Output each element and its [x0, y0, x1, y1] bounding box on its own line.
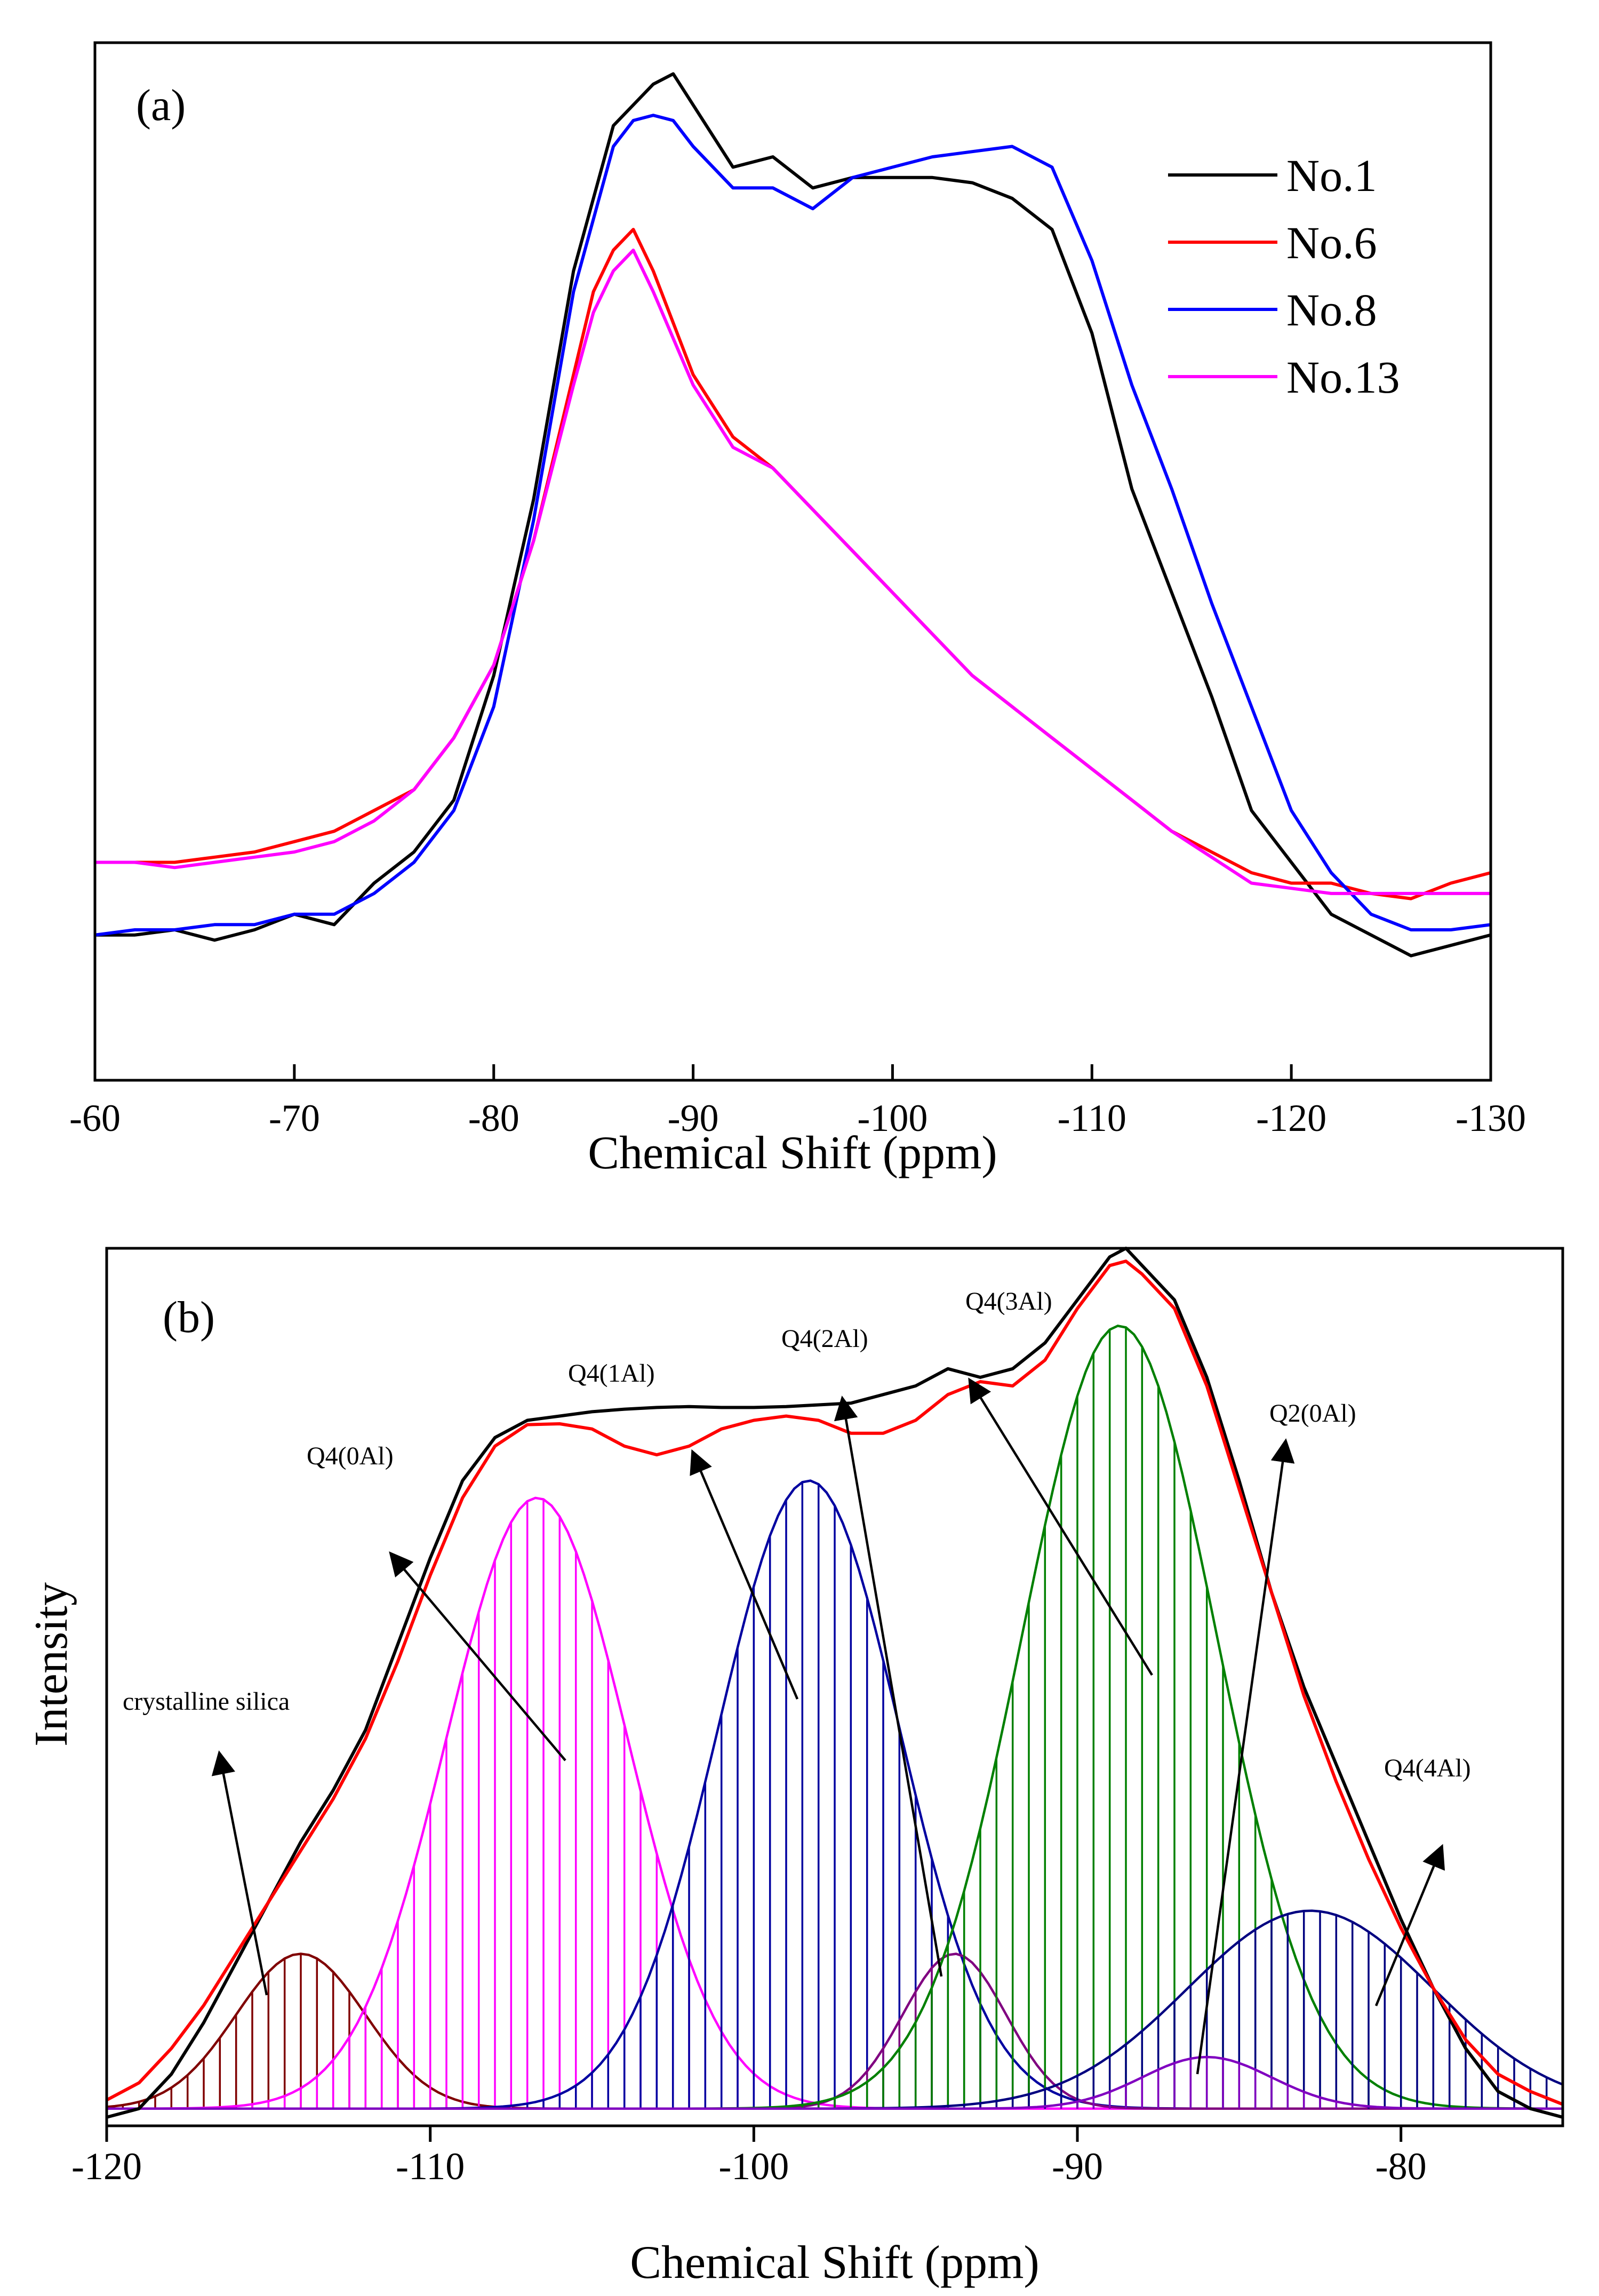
- annotation-arrow-q4-0al: [389, 1551, 566, 1761]
- annotation-arrow-q2-0al: [1196, 1438, 1295, 2075]
- annotation-label-q2-0al: Q2(0Al): [1269, 1399, 1356, 1428]
- legend-label-no-13: No.13: [1286, 352, 1400, 403]
- legend-label-no-6: No.6: [1286, 217, 1377, 268]
- legend-label-no-1: No.1: [1286, 150, 1377, 201]
- x-tick-label: -100: [718, 2145, 789, 2188]
- annotation-label-crystalline-silica: crystalline silica: [123, 1687, 290, 1716]
- series-line-no-8: [94, 114, 1491, 937]
- x-tick-label: -110: [1058, 1097, 1126, 1139]
- component-curve-q4-4al: [107, 2055, 1563, 2110]
- x-tick-label: -80: [468, 1097, 519, 1139]
- annotation-arrow-crystalline-silica: [211, 1750, 268, 1996]
- annotation-arrow-q4-3al: [968, 1377, 1153, 1676]
- annotation-arrow-q4-4al: [1374, 1844, 1445, 2006]
- component-q4-4al: [107, 2055, 1563, 2110]
- x-tick-label: -130: [1456, 1097, 1526, 1139]
- series-line-no-6: [95, 228, 1491, 900]
- x-tick-label: -100: [857, 1097, 928, 1139]
- series-line-no-1: [95, 72, 1491, 958]
- panel-b-frame: [105, 1247, 1564, 2127]
- x-tick-label: -90: [1052, 2145, 1103, 2188]
- panel-b-y-axis-title: Intensity: [26, 1582, 77, 1747]
- panel-a: (a) -60 -70 -80 -90 -100 -110 -120 -130 Chemica…: [69, 41, 1526, 1179]
- panel-b-x-axis-title: Chemical Shift (ppm): [630, 2237, 1039, 2289]
- panel-a-frame: [93, 41, 1492, 1082]
- panel-b-components-group: [106, 1325, 1564, 2110]
- panel-b: crystalline silica Q4(0Al) Q4(1Al) Q4(2Al) Q…: [26, 1247, 1564, 2289]
- annotation-label-q4-1al: Q4(1Al): [568, 1359, 655, 1388]
- x-tick-label: -90: [668, 1097, 719, 1139]
- annotation-label-q4-0al: Q4(0Al): [307, 1442, 394, 1470]
- series-line-no-13: [95, 249, 1491, 895]
- x-tick-label: -120: [1256, 1097, 1326, 1139]
- x-tick-label: -80: [1376, 2145, 1427, 2188]
- panel-b-label: (b): [163, 1293, 215, 1342]
- annotation-label-q4-2al: Q4(2Al): [781, 1325, 868, 1353]
- annotation-arrow-q4-2al: [834, 1396, 943, 1977]
- annotation-label-q4-3al: Q4(3Al): [965, 1287, 1052, 1316]
- x-tick-label: -120: [71, 2145, 142, 2188]
- x-tick-label: -70: [269, 1097, 320, 1139]
- panel-a-legend: No.1 No.6 No.8 No.13: [1168, 150, 1400, 403]
- panel-a-series-group: [94, 72, 1491, 958]
- legend-label-no-8: No.8: [1286, 284, 1377, 336]
- x-tick-label: -110: [396, 2145, 465, 2188]
- annotation-arrow-q4-1al: [690, 1449, 799, 1700]
- panel-a-x-axis-title: Chemical Shift (ppm): [588, 1127, 997, 1179]
- panel-b-annotations: crystalline silica Q4(0Al) Q4(1Al) Q4(2Al) Q…: [123, 1287, 1471, 2075]
- series-line-fitted: [106, 1259, 1564, 2106]
- panel-a-label: (a): [136, 81, 186, 130]
- panel-b-x-ticks: -120 -110 -100 -90 -80: [71, 2126, 1427, 2188]
- panel-a-x-ticks: -60 -70 -80 -90 -100 -110 -120 -130: [69, 1064, 1526, 1139]
- x-tick-label: -60: [69, 1097, 121, 1139]
- annotation-label-q4-4al: Q4(4Al): [1384, 1754, 1471, 1782]
